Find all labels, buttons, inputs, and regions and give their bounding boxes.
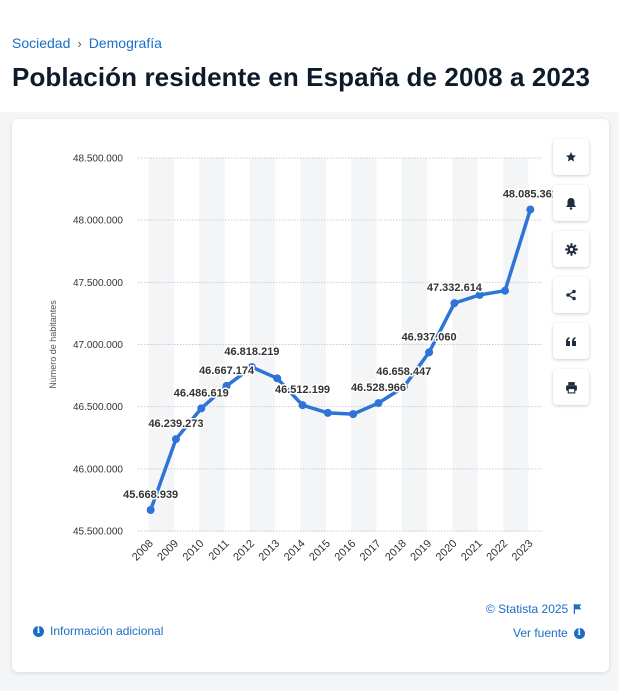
breadcrumb-item-demografia[interactable]: Demografía <box>88 35 162 51</box>
data-point[interactable] <box>247 363 256 372</box>
y-axis-label: Número de habitantes <box>48 300 58 389</box>
data-point[interactable] <box>374 399 383 408</box>
data-label: 46.528.966 <box>351 382 406 394</box>
data-point[interactable] <box>349 410 358 419</box>
line-chart: 45.500.000 46.000.000 46.500.000 47.000.000… <box>48 154 559 564</box>
data-point[interactable] <box>171 435 180 444</box>
data-label-halo: 46.512.199 <box>275 384 330 396</box>
data-point[interactable] <box>273 374 282 383</box>
data-point[interactable] <box>298 401 307 410</box>
y-tick-label: 47.500.000 <box>73 278 123 289</box>
x-tick-label: 2018 <box>383 538 409 564</box>
x-tick-label: 2022 <box>484 538 510 564</box>
data-point[interactable] <box>501 286 510 295</box>
additional-info-link[interactable]: i Información adicional <box>33 624 163 638</box>
data-point[interactable] <box>197 404 206 413</box>
share-icon <box>566 289 576 301</box>
page-title: Población residente en España de 2008 a … <box>12 62 591 92</box>
plot-band <box>148 158 174 532</box>
star-icon <box>566 152 576 162</box>
data-point[interactable] <box>222 381 231 390</box>
print-icon <box>565 381 577 393</box>
print-button[interactable] <box>553 369 589 405</box>
data-label-halo: 46.239.273 <box>148 418 203 430</box>
source-link[interactable]: Ver fuente i <box>513 626 585 640</box>
x-tick-label: 2014 <box>282 538 308 564</box>
x-tick-label: 2023 <box>510 538 536 564</box>
data-label-halo: 46.667.174 <box>199 365 255 377</box>
data-label: 46.667.174 <box>199 365 255 377</box>
y-tick-label: 47.000.000 <box>73 340 123 351</box>
chart-toolbar <box>553 139 589 415</box>
info-icon: i <box>33 625 44 637</box>
y-tick-label: 48.000.000 <box>73 216 123 227</box>
page-header: Sociedad › Demografía Población resident… <box>0 0 619 112</box>
data-label-halo: 47.332.614 <box>427 282 483 294</box>
source-label: Ver fuente <box>513 626 568 640</box>
info-icon: i <box>573 627 585 639</box>
x-tick-label: 2015 <box>307 538 333 564</box>
chart-card: 45.500.000 46.000.000 46.500.000 47.000.000… <box>12 119 609 672</box>
plot-band <box>199 158 225 532</box>
y-tick-label: 45.500.000 <box>73 527 123 538</box>
data-label-halo: 46.658.447 <box>376 366 431 378</box>
data-point[interactable] <box>450 299 459 308</box>
data-label: 46.658.447 <box>376 366 431 378</box>
series-line <box>148 207 533 512</box>
share-button[interactable] <box>553 277 589 313</box>
x-tick-label: 2016 <box>332 538 358 564</box>
x-tick-label: 2009 <box>155 538 181 564</box>
data-label-halo: 46.528.966 <box>351 382 406 394</box>
copyright-link[interactable]: © Statista 2025 <box>486 602 582 616</box>
data-point[interactable] <box>146 505 155 514</box>
data-label-halo: 46.486.619 <box>174 387 229 399</box>
settings-button[interactable] <box>553 231 589 267</box>
data-label: 46.486.619 <box>174 387 229 399</box>
x-tick-label: 2013 <box>257 538 283 564</box>
flag-icon <box>573 604 582 614</box>
additional-info-label: Información adicional <box>50 624 164 638</box>
plot-band <box>503 158 529 532</box>
data-label: 46.512.199 <box>275 384 330 396</box>
data-label: 47.332.614 <box>427 282 483 294</box>
x-tick-label: 2012 <box>231 538 257 564</box>
favorite-button[interactable] <box>553 139 589 175</box>
x-tick-label: 2021 <box>459 538 485 564</box>
data-label-halo: 46.818.219 <box>224 346 279 358</box>
x-tick-label: 2010 <box>181 538 207 564</box>
data-point[interactable] <box>526 205 535 214</box>
data-label: 46.937.060 <box>402 331 457 343</box>
gear-icon <box>564 242 578 256</box>
data-point[interactable] <box>475 290 484 299</box>
data-label: 45.668.939 <box>123 489 178 501</box>
data-point[interactable] <box>425 348 434 357</box>
y-tick-label: 46.500.000 <box>73 402 123 413</box>
data-point[interactable] <box>323 408 332 417</box>
x-tick-label: 2011 <box>207 538 232 563</box>
data-label: 46.239.273 <box>148 418 203 430</box>
x-tick-label: 2019 <box>408 538 434 564</box>
breadcrumb-item-sociedad[interactable]: Sociedad <box>12 35 71 51</box>
data-label-halo: 45.668.939 <box>123 489 178 501</box>
notify-button[interactable] <box>553 185 589 221</box>
data-label-halo: 48.085.361 <box>503 189 558 201</box>
x-tick-label: 2017 <box>358 538 384 564</box>
copyright-text: © Statista 2025 <box>486 602 569 616</box>
data-label-halo: 46.937.060 <box>402 331 457 343</box>
x-tick-label: 2008 <box>130 538 156 564</box>
breadcrumb: Sociedad › Demografía <box>12 35 162 51</box>
quote-icon <box>566 336 576 346</box>
data-label: 48.085.361 <box>503 189 558 201</box>
data-label: 46.818.219 <box>224 346 279 358</box>
x-tick-label: 2020 <box>434 538 460 564</box>
y-tick-label: 46.000.000 <box>73 464 123 475</box>
y-tick-label: 48.500.000 <box>73 154 123 165</box>
breadcrumb-separator: › <box>77 35 82 51</box>
bell-icon <box>566 197 576 210</box>
data-point[interactable] <box>399 382 408 391</box>
cite-button[interactable] <box>553 323 589 359</box>
